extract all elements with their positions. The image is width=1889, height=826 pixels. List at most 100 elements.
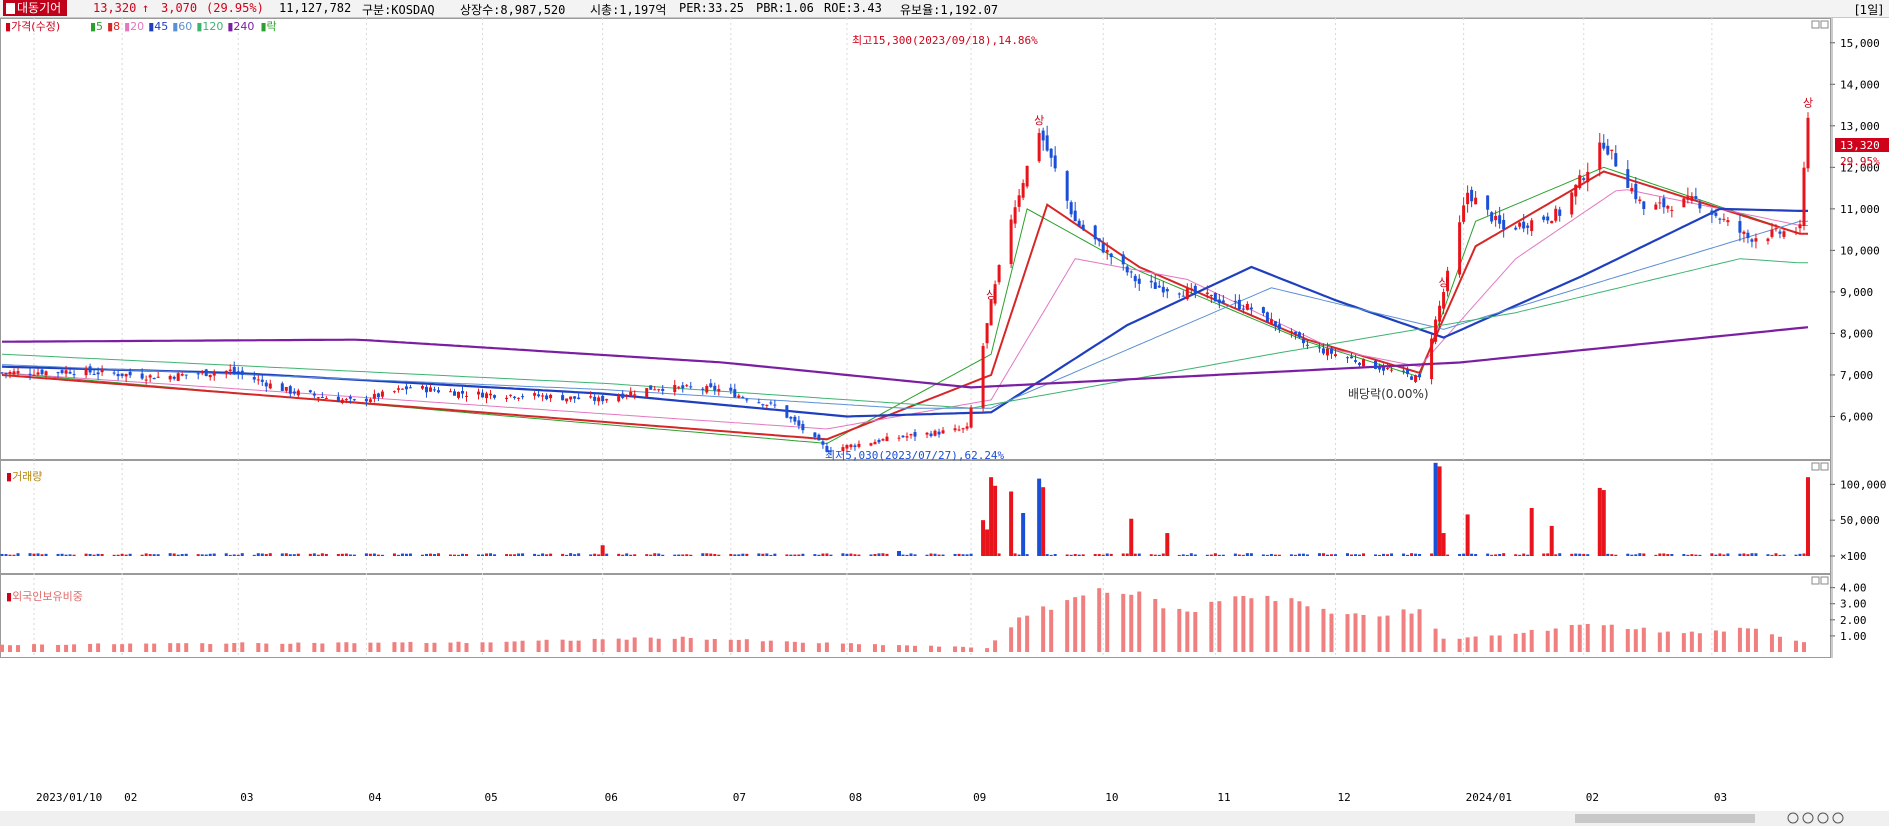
panel-maximize-icon[interactable] [1811,462,1820,471]
candle [1177,293,1181,295]
panel-frame-1 [0,18,1831,460]
volume-bar [12,554,16,556]
volume-bar [1325,554,1329,556]
candle [1782,231,1786,237]
panel-close-icon[interactable] [1820,576,1829,585]
volume-bar [228,554,232,556]
candle [465,395,469,397]
volume-bar [541,553,545,556]
ma-line-20 [1,189,1808,430]
volume-bar [1542,553,1546,556]
volume-bar [485,553,489,556]
panel-close-icon[interactable] [1820,20,1829,29]
volume-bar [1402,553,1406,556]
volume-bar [1129,518,1134,556]
candle [797,420,801,426]
foreign-ratio-bar [184,643,189,652]
foreign-ratio-bar [96,643,101,652]
candle [288,386,292,394]
candle [765,404,769,406]
volume-bar [212,553,216,556]
volume-bar [1798,553,1802,556]
candle [1402,370,1406,372]
volume-bar [280,553,284,556]
foreign-ratio-bar [953,646,958,652]
foreign-ratio-bar [1801,642,1806,652]
candle [84,368,88,376]
volume-bar [376,554,380,556]
volume-bar [172,553,176,556]
volume-bar [461,553,465,556]
volume-bar [1317,553,1321,556]
scrollbar-track[interactable] [0,811,1889,826]
foreign-ratio-bar [961,646,966,652]
legend-ma-item: ▮120 [196,20,223,33]
candle [1430,338,1434,380]
candle [292,391,296,394]
candle [997,265,1001,283]
zoom-tool-icon[interactable] [1817,812,1829,824]
candle [885,436,889,442]
volume-bar [1037,478,1042,556]
volume-bar [1494,554,1498,556]
x-tick-label: 2024/01 [1466,791,1512,804]
x-tick-label: 08 [849,791,862,804]
x-tick-label: 02 [124,791,137,804]
panel-close-icon[interactable] [1820,462,1829,471]
volume-bar [873,554,877,556]
candle [1093,225,1097,240]
volume-bar [1069,554,1073,556]
foreign-ratio-bar [8,645,13,652]
candle [813,432,817,437]
foreign-ratio-bar [1745,628,1750,652]
volume-bar [68,554,72,556]
price-axis-tick-label: 10,000 [1840,244,1880,257]
volume-bar [0,553,4,556]
volume-bar [1021,513,1026,556]
foreign-ratio-bar [937,646,942,652]
candle [541,395,545,397]
panel-maximize-icon[interactable] [1811,20,1820,29]
candle [1550,220,1554,224]
volume-bar [521,553,525,556]
volume-bar [72,554,76,556]
volume-bar [793,554,797,556]
candle [348,396,352,399]
foreign-ratio-bar [1713,630,1718,652]
candle [364,398,368,402]
foreign-ratio-bar [624,639,629,652]
volume-bar [1433,462,1438,556]
zoom-tool-icon[interactable] [1802,812,1814,824]
candle [1374,360,1378,369]
stock-name-box[interactable]: 대동기어 [3,0,68,16]
interval-selector[interactable]: [1일] [1854,3,1883,17]
volume-bar [1009,491,1014,556]
volume-bar [645,554,649,556]
foreign-ratio-bar [1353,613,1358,652]
svg-text:▮5▮8▮20▮45▮60▮120▮240▮락: ▮5 ▮8 ▮20 ▮45 ▮60 ▮120 ▮240 ▮락 [90,20,277,33]
scrollbar-thumb[interactable] [1575,814,1755,823]
foreign-ratio-bar [856,644,861,652]
volume-bar [701,553,705,556]
candle [681,385,685,389]
foreign-ratio-bar [1025,615,1030,652]
candle [1518,222,1522,227]
candle [957,429,961,431]
volume-bar [937,554,941,556]
foreign-ratio-bar [536,640,541,652]
foreign-ratio-bar [112,644,117,652]
foreign-ratio-bar [392,642,397,652]
volume-bar [408,553,412,556]
zoom-tool-icon[interactable] [1832,812,1844,824]
volume-bar [1378,554,1382,556]
volume-bar [284,553,288,556]
panel-maximize-icon[interactable] [1811,576,1820,585]
foreign-ratio-bar [1265,595,1270,652]
foreign-ratio-bar [512,641,517,652]
change-arrow-icon: ↑ [142,1,150,15]
candle [1293,331,1297,334]
volume-bar [364,553,368,556]
foreign-ratio-bar [16,645,21,652]
zoom-tool-icon[interactable] [1787,812,1799,824]
